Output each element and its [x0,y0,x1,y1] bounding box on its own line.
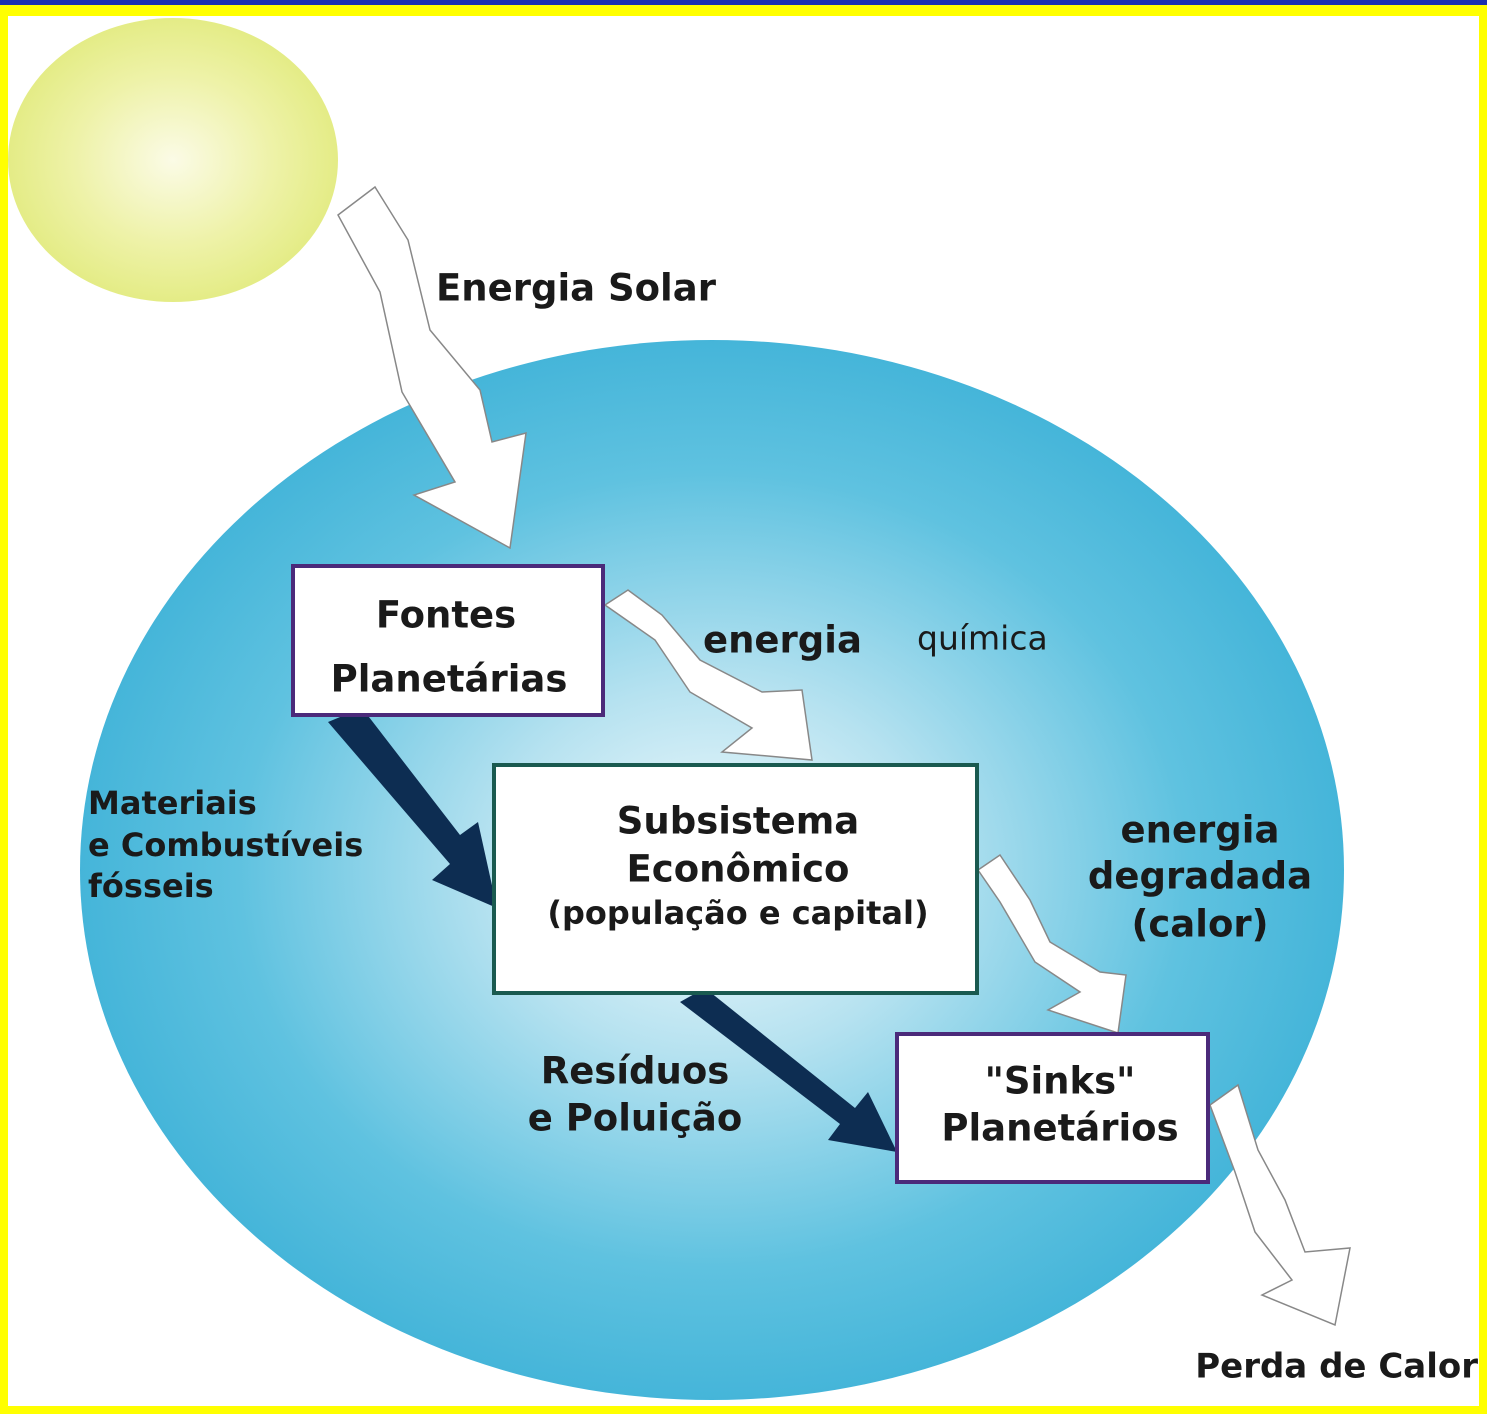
flow-label: energia [703,619,862,662]
flow-label: Perda de Calor [1195,1347,1478,1387]
node-label: Fontes [376,594,516,637]
node-label: Planetários [941,1107,1178,1150]
flow-label: Energia Solar [436,267,717,310]
heat-loss-arrow [1209,1083,1351,1327]
sinks-box [895,1032,1210,1184]
flow-label: e Combustíveis [88,826,363,864]
energy-arrows [337,185,1351,1327]
sources-box [291,564,605,717]
materials-arrow [328,708,497,908]
sun [8,18,338,302]
node-label: Planetárias [331,658,568,701]
flow-label: Resíduos [541,1050,730,1093]
top-stripe [0,0,1487,5]
flow-label: química [917,619,1048,658]
node-label: Econômico [627,848,850,891]
chemical-arrow [603,589,813,761]
economy-box [492,763,979,995]
material-arrows [328,708,897,1152]
node-label: Subsistema [617,800,860,843]
flow-label: degradada [1088,855,1312,898]
flow-label: fósseis [88,867,214,905]
degraded-arrow [976,853,1127,1034]
waste-arrow [680,988,897,1152]
solar-arrow [337,185,527,550]
flow-label: energia [1121,809,1280,852]
node-label: "Sinks" [985,1060,1136,1103]
node-label: (população e capital) [547,894,928,932]
flow-label: e Poluição [528,1097,743,1140]
flow-label: Materiais [88,784,257,822]
flow-label: (calor) [1131,903,1268,946]
